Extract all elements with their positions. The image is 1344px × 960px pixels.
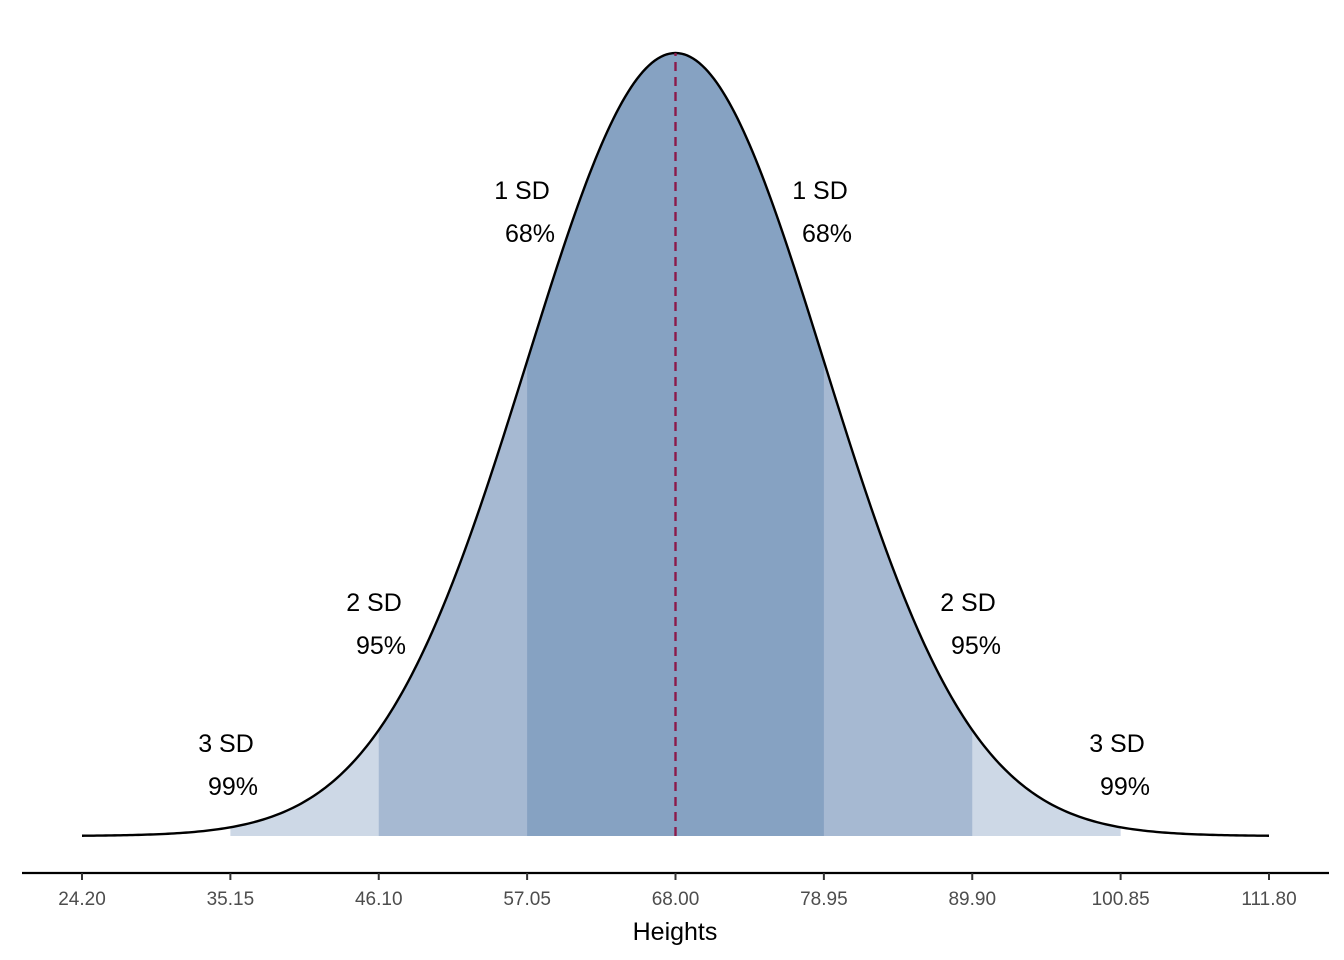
x-axis-title: Heights bbox=[633, 918, 718, 946]
annotation-sd3-right-pct: 99% bbox=[1100, 773, 1150, 801]
x-tick-label: 35.15 bbox=[207, 889, 255, 910]
sd-annotations: 1 SD 68% 1 SD 68% 2 SD 95% 2 SD 95% 3 SD 99% 3 SD 9… bbox=[198, 177, 1150, 801]
x-tick-label: 100.85 bbox=[1092, 889, 1150, 910]
annotation-sd2-left-sd: 2 SD bbox=[346, 589, 402, 617]
annotation-sd1-left-sd: 1 SD bbox=[494, 177, 550, 205]
x-tick-label: 89.90 bbox=[948, 889, 996, 910]
annotation-sd1-left-pct: 68% bbox=[505, 220, 555, 248]
annotation-sd2-right-sd: 2 SD bbox=[940, 589, 996, 617]
annotation-sd2-right-pct: 95% bbox=[951, 632, 1001, 660]
annotation-sd1-right-pct: 68% bbox=[802, 220, 852, 248]
x-tick-label: 68.00 bbox=[652, 889, 700, 910]
x-tick-label: 46.10 bbox=[355, 889, 403, 910]
annotation-sd3-left-sd: 3 SD bbox=[198, 730, 254, 758]
x-tick-label: 57.05 bbox=[503, 889, 551, 910]
x-tick-label: 78.95 bbox=[800, 889, 848, 910]
x-tick-label: 111.80 bbox=[1241, 889, 1296, 910]
x-axis: 24.20 35.15 46.10 57.05 68.00 78.95 89.90 100.8… bbox=[22, 871, 1329, 910]
x-tick-label: 24.20 bbox=[58, 889, 106, 910]
annotation-sd1-right-sd: 1 SD bbox=[792, 177, 848, 205]
annotation-sd2-left-pct: 95% bbox=[356, 632, 406, 660]
annotation-sd3-right-sd: 3 SD bbox=[1089, 730, 1145, 758]
annotation-sd3-left-pct: 99% bbox=[208, 773, 258, 801]
